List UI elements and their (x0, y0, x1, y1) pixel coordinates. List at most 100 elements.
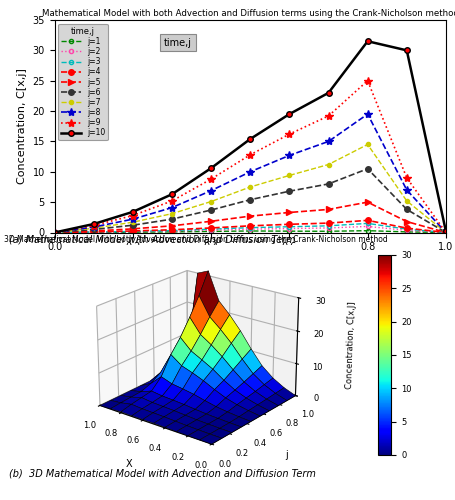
j=7 (248, 184, 253, 190)
j=7 (169, 210, 175, 216)
j=1 (208, 228, 214, 234)
j=6 (169, 216, 175, 222)
j=10 (91, 221, 96, 227)
j=7 (443, 230, 449, 235)
j=5 (326, 206, 331, 212)
j=8 (248, 169, 253, 175)
j=2 (52, 230, 57, 235)
j=9 (91, 222, 96, 228)
X-axis label: X: X (126, 459, 132, 469)
j=5 (208, 218, 214, 224)
j=10 (52, 230, 57, 235)
j=2 (248, 226, 253, 232)
j=8 (169, 204, 175, 210)
j=10 (169, 191, 175, 197)
j=3 (91, 229, 96, 235)
j=3 (404, 226, 410, 232)
j=2 (326, 225, 331, 231)
j=6 (365, 166, 370, 172)
j=1 (365, 228, 370, 234)
j=8 (404, 187, 410, 193)
j=5 (91, 228, 96, 234)
j=3 (208, 226, 214, 232)
j=1 (130, 229, 136, 235)
j=8 (91, 224, 96, 230)
j=7 (130, 219, 136, 225)
j=4 (287, 222, 292, 228)
j=10 (287, 111, 292, 117)
j=7 (208, 198, 214, 204)
Line: j=8: j=8 (51, 110, 450, 236)
j=9 (52, 230, 57, 235)
j=3 (365, 220, 370, 226)
j=1 (326, 228, 331, 234)
j=7 (91, 225, 96, 231)
j=1 (287, 228, 292, 234)
Y-axis label: Concentration, C[x,j]: Concentration, C[x,j] (17, 68, 27, 184)
j=4 (326, 220, 331, 226)
j=4 (208, 225, 214, 231)
j=9 (404, 175, 410, 181)
j=9 (130, 212, 136, 218)
j=10 (365, 38, 370, 44)
j=2 (287, 226, 292, 232)
j=2 (443, 230, 449, 235)
j=8 (443, 230, 449, 235)
j=5 (365, 199, 370, 205)
j=6 (248, 196, 253, 202)
j=3 (130, 228, 136, 234)
j=4 (404, 225, 410, 231)
j=9 (208, 176, 214, 182)
j=8 (130, 216, 136, 222)
j=4 (248, 223, 253, 229)
Line: j=10: j=10 (52, 38, 449, 235)
j=8 (208, 188, 214, 194)
j=9 (365, 78, 370, 84)
Text: (b)  3D Mathematical Model with Advection and Diffusion Term: (b) 3D Mathematical Model with Advection… (9, 468, 316, 478)
Line: j=7: j=7 (52, 142, 448, 234)
j=4 (443, 230, 449, 235)
j=10 (443, 228, 449, 234)
j=4 (91, 229, 96, 235)
j=7 (365, 142, 370, 148)
j=6 (130, 222, 136, 228)
j=2 (169, 228, 175, 234)
j=3 (169, 228, 175, 234)
j=4 (52, 230, 57, 235)
j=5 (52, 230, 57, 235)
j=7 (287, 172, 292, 178)
Line: j=2: j=2 (52, 224, 448, 234)
j=1 (169, 229, 175, 235)
j=2 (404, 228, 410, 234)
j=2 (208, 227, 214, 233)
j=9 (443, 230, 449, 235)
Line: j=5: j=5 (51, 198, 450, 236)
j=5 (443, 230, 449, 235)
j=6 (208, 207, 214, 213)
j=1 (404, 229, 410, 235)
Line: j=3: j=3 (52, 222, 448, 234)
j=9 (326, 113, 331, 119)
j=9 (248, 152, 253, 158)
j=7 (404, 198, 410, 204)
Title: Mathematical Model with both Advection and Diffusion terms using the Crank-Nicho: Mathematical Model with both Advection a… (42, 9, 455, 18)
Line: j=1: j=1 (52, 228, 448, 234)
j=10 (326, 90, 331, 96)
j=3 (287, 224, 292, 230)
j=4 (365, 218, 370, 224)
j=10 (130, 209, 136, 215)
j=6 (287, 188, 292, 194)
X-axis label: Distance, x: Distance, x (219, 258, 282, 268)
Legend: j=1, j=2, j=3, j=4, j=5, j=6, j=7, j=8, j=9, j=10: j=1, j=2, j=3, j=4, j=5, j=6, j=7, j=8, … (58, 24, 108, 140)
j=6 (52, 230, 57, 235)
Line: j=6: j=6 (52, 166, 449, 235)
j=7 (52, 230, 57, 235)
j=5 (169, 223, 175, 229)
j=7 (326, 162, 331, 168)
j=5 (404, 218, 410, 224)
Text: time,j: time,j (164, 38, 192, 48)
Line: j=9: j=9 (51, 76, 450, 236)
Y-axis label: j: j (285, 450, 288, 460)
j=4 (169, 227, 175, 233)
j=1 (443, 230, 449, 235)
